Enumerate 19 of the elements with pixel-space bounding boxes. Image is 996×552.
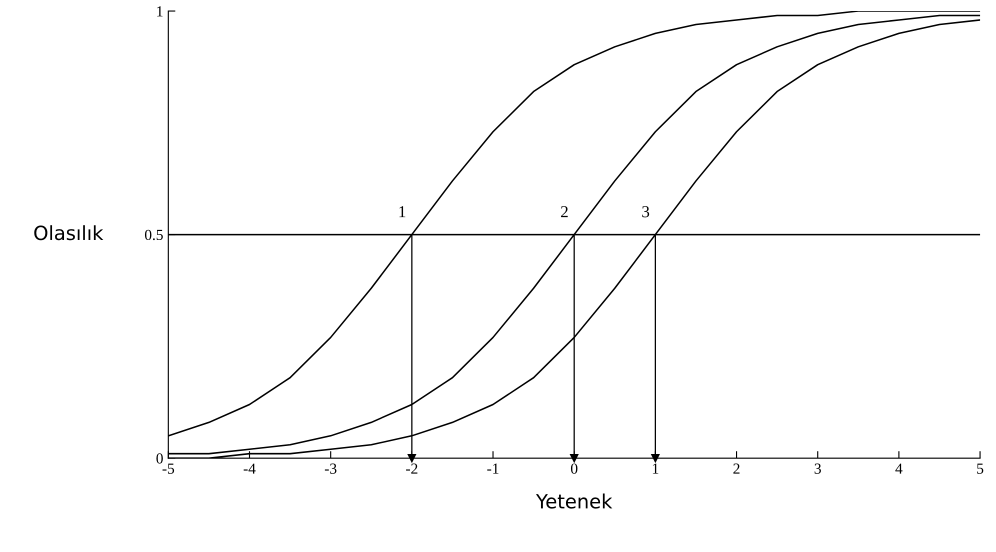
x-tick-label: 0	[570, 463, 578, 474]
x-tick-label: -3	[324, 464, 336, 474]
x-tick-label: 1	[652, 464, 658, 474]
x-tick-label: -5	[162, 464, 174, 474]
annotation: 3	[642, 206, 650, 218]
x-tick-label: -4	[244, 464, 256, 474]
x-tick-label: -2	[406, 464, 418, 474]
x-tick-label: 4	[895, 464, 902, 474]
x-tick-label: 5	[977, 464, 984, 474]
y-axis-title: Olasılık	[34, 225, 104, 240]
y-tick-label: 0	[156, 453, 163, 464]
x-tick-label: 3	[814, 464, 821, 474]
annotation: 1	[399, 206, 406, 218]
y-tick-label: 0.5	[144, 230, 163, 240]
y-tick-label: 1	[157, 6, 163, 16]
annotation: 2	[561, 206, 568, 218]
x-tick-label: 2	[733, 464, 740, 474]
x-tick-label: -1	[487, 464, 498, 474]
x-axis-title: Yetenek	[536, 494, 612, 509]
